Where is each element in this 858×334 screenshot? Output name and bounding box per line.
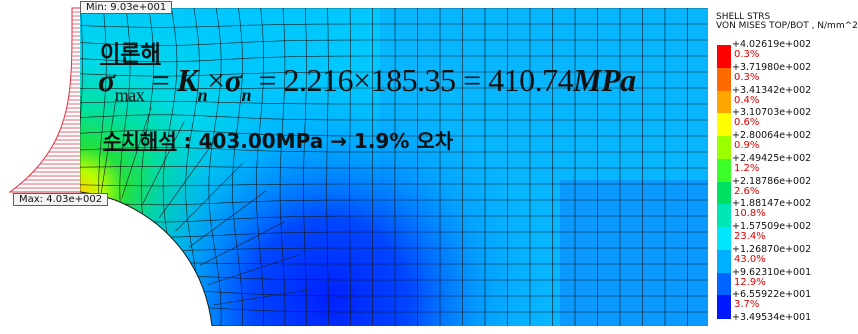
formula-sub-max: max	[114, 85, 145, 105]
legend-swatch	[717, 227, 731, 251]
stress-distribution-curve	[8, 7, 80, 193]
legend-value: +3.49534e+001	[732, 312, 812, 323]
legend-swatch	[717, 136, 731, 160]
legend-percent: 0.6%	[734, 117, 760, 129]
legend-percent: 43.0%	[734, 253, 766, 265]
legend-value: +3.41342e+002	[732, 84, 812, 96]
fea-viewport[interactable]: Min: 9.03e+001 Max: 4.03e+002 이론해 σmax =…	[0, 0, 710, 334]
theory-formula: σmax = Kn×σn = 2.216×185.35 = 410.74MPa	[98, 62, 636, 106]
legend-swatch	[717, 204, 731, 228]
legend-title: SHELL STRS	[716, 12, 771, 22]
formula-times: ×	[207, 62, 225, 98]
legend-value: +3.71980e+002	[732, 61, 812, 73]
numeric-label: 수치해석	[103, 129, 177, 153]
legend-value: +2.80064e+002	[732, 130, 812, 141]
legend-percent: 0.3%	[734, 49, 760, 60]
legend-percent: 0.3%	[734, 71, 760, 83]
legend-subtitle: VON MISES TOP/BOT , N/mm^2	[716, 21, 858, 31]
legend-swatch	[717, 45, 731, 69]
legend-percent: 0.9%	[734, 140, 760, 151]
legend-value: +1.88147e+002	[732, 198, 812, 210]
contour-legend: SHELL STRS VON MISES TOP/BOT , N/mm^2 +4…	[712, 0, 858, 334]
formula-rhs: = 2.216×185.35 = 410.74	[250, 62, 574, 98]
legend-value: +3.10703e+002	[732, 107, 812, 119]
max-value-tag: Max: 4.03e+002	[13, 193, 109, 206]
legend-value: +4.02619e+002	[732, 39, 812, 50]
legend-swatch	[717, 67, 731, 91]
min-value-tag: Min: 9.03e+001	[80, 1, 173, 14]
formula-unit: MPa	[573, 62, 636, 98]
formula-sub-n2: n	[241, 85, 251, 105]
legend-swatch	[717, 249, 731, 273]
legend-swatch	[717, 158, 731, 182]
numeric-result: 수치해석 : 403.00MPa → 1.9% 오차	[103, 125, 453, 154]
legend-value: +6.55922e+001	[732, 289, 812, 301]
legend-color-bar	[717, 45, 731, 319]
legend-swatch	[717, 272, 731, 296]
legend-swatch	[717, 90, 731, 114]
legend-swatch	[717, 113, 731, 137]
legend-percent: 1.2%	[734, 162, 760, 174]
formula-sub-n1: n	[197, 85, 208, 105]
legend-percent: 0.4%	[734, 94, 760, 106]
legend-percent: 2.6%	[734, 185, 760, 197]
legend-swatch	[717, 181, 731, 205]
theory-title: 이론해	[100, 42, 161, 67]
numeric-text: : 403.00MPa → 1.9% 오차	[176, 129, 454, 153]
legend-swatch	[717, 295, 731, 319]
legend-value: +9.62310e+001	[732, 266, 812, 278]
legend-percent: 3.7%	[734, 299, 760, 311]
legend-value: +1.57509e+002	[732, 221, 812, 232]
formula-sigma: σ	[98, 62, 115, 98]
formula-sigma-n: σ	[224, 62, 242, 98]
formula-k: K	[176, 62, 198, 98]
formula-eq: =	[144, 62, 177, 98]
legend-percent: 23.4%	[734, 231, 766, 242]
legend-value: +2.18786e+002	[732, 175, 812, 187]
stress-contour-plot[interactable]	[0, 0, 710, 334]
legend-value: +1.26870e+002	[732, 243, 812, 255]
plate-body	[80, 8, 708, 326]
legend-value: +2.49425e+002	[732, 152, 812, 164]
legend-percent: 12.9%	[734, 276, 766, 288]
legend-percent: 10.8%	[734, 208, 766, 220]
